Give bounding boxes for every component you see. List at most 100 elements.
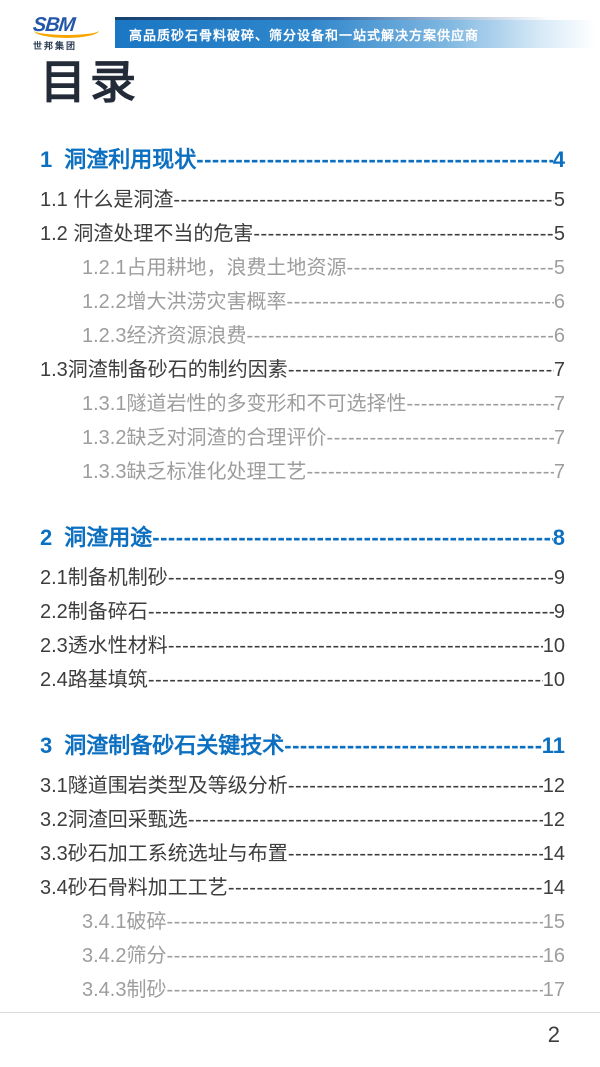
toc-item-page-number: 7 [553, 393, 565, 415]
footer-divider [0, 1012, 600, 1013]
toc-item-page-number: 7 [553, 461, 565, 483]
toc-item[interactable]: 1.3.3缺乏标准化处理工艺 --------------------------… [40, 455, 565, 489]
leader-dashes: ----------------------------------------… [147, 669, 543, 691]
table-of-contents: 1 洞渣利用现状 ---------------------------------… [40, 141, 565, 1007]
toc-item-label: 1.3.2缺乏对洞渣的合理评价 [82, 427, 327, 449]
toc-item-label: 3.2洞渣回采甄选 [40, 809, 188, 831]
toc-item-page-number: 5 [553, 257, 565, 279]
toc-item-page-number: 5 [553, 189, 565, 211]
section-number: 2 [40, 525, 53, 550]
toc-item-page-number: 12 [542, 775, 565, 797]
leader-dashes: ----------------------------------------… [253, 223, 554, 245]
toc-item-label: 3.4.2筛分 [82, 945, 167, 967]
toc-item[interactable]: 3.4.3制砂 ---------------------------------… [40, 973, 565, 1007]
leader-dashes: ----------------------------------------… [287, 775, 543, 797]
toc-item[interactable]: 2.4路基填筑 ---------------------------------… [40, 663, 565, 697]
toc-item-page-number: 17 [542, 979, 565, 1001]
toc-item[interactable]: 1.1 什么是洞渣 -------------------------------… [40, 183, 565, 217]
section-number: 3 [40, 733, 53, 758]
leader-dashes: ----------------------------------------… [196, 147, 553, 172]
toc-item-page-number: 6 [553, 325, 565, 347]
section-title: 洞渣利用现状 [64, 147, 197, 172]
leader-dashes: ----------------------------------------… [287, 843, 543, 865]
toc-item[interactable]: 1.2.3经济资源浪费 -----------------------------… [40, 319, 565, 353]
toc-item-page-number: 7 [553, 427, 565, 449]
sbm-logo-mark: SBM [31, 14, 109, 38]
toc-item[interactable]: 1.3洞渣制备砂石的制约因素 --------------------------… [40, 353, 565, 387]
logo-swoosh-icon [34, 23, 99, 38]
toc-section-heading-3[interactable]: 3 洞渣制备砂石关键技术 -----------------------------… [40, 727, 565, 765]
page-title: 目录 [40, 56, 140, 108]
content-area: 目录 1 洞渣利用现状 ------------------------------… [40, 53, 565, 1007]
toc-item[interactable]: 2.2制备碎石 ---------------------------------… [40, 595, 565, 629]
toc-item-label: 1.3.3缺乏标准化处理工艺 [82, 461, 307, 483]
sbm-logo: SBM 世邦集团 [31, 14, 109, 52]
toc-item-label: 3.4.3制砂 [82, 979, 167, 1001]
sbm-logo-text: SBM [31, 14, 76, 36]
toc-item-label: 2.3透水性材料 [40, 635, 168, 657]
toc-item[interactable]: 1.2.1占用耕地，浪费土地资源 ------------------------… [40, 251, 565, 285]
toc-item-label: 3.1隧道围岩类型及等级分析 [40, 775, 288, 797]
leader-dashes: ----------------------------------------… [227, 877, 543, 899]
toc-item[interactable]: 1.3.1隧道岩性的多变形和不可选择性---------------------… [40, 387, 565, 421]
toc-item[interactable]: 3.2洞渣回采甄选 -------------------------------… [40, 803, 565, 837]
toc-item-label: 2.4路基填筑 [40, 669, 148, 691]
leader-dashes: ----------------------------------------… [406, 393, 553, 415]
leader-dashes: ----------------------------------------… [167, 567, 554, 589]
section-title: 洞渣制备砂石关键技术 [64, 733, 285, 758]
sbm-logo-subtext: 世邦集团 [33, 41, 78, 51]
leader-dashes: ----------------------------------------… [166, 911, 542, 933]
toc-item-label: 1.2 洞渣处理不当的危害 [40, 223, 254, 245]
page-header: SBM 世邦集团 高品质砂石骨料破碎、筛分设备和一站式解决方案供应商 [0, 13, 600, 53]
toc-item[interactable]: 1.2 洞渣处理不当的危害 ---------------------------… [40, 217, 565, 251]
leader-dashes: ----------------------------------------… [246, 325, 554, 347]
leader-dashes: ----------------------------------------… [166, 979, 542, 1001]
toc-item[interactable]: 3.4.2筛分 ---------------------------------… [40, 939, 565, 973]
toc-section-heading-2[interactable]: 2 洞渣用途 -----------------------------------… [40, 519, 565, 557]
leader-dashes: ----------------------------------------… [167, 635, 543, 657]
section-page-number: 4 [552, 147, 565, 172]
leader-dashes: ----------------------------------------… [187, 809, 543, 831]
header-banner: 高品质砂石骨料破碎、筛分设备和一站式解决方案供应商 [115, 17, 600, 48]
toc-item[interactable]: 3.3砂石加工系统选址与布置 --------------------------… [40, 837, 565, 871]
toc-item[interactable]: 3.1隧道围岩类型及等级分析 --------------------------… [40, 769, 565, 803]
toc-item-page-number: 5 [553, 223, 565, 245]
section-title: 洞渣用途 [64, 525, 153, 550]
toc-item-label: 3.4.1破碎 [82, 911, 167, 933]
toc-item[interactable]: 2.1制备机制砂 --------------------------------… [40, 561, 565, 595]
toc-item[interactable]: 3.4砂石骨料加工工艺 -----------------------------… [40, 871, 565, 905]
toc-item-label: 3.3砂石加工系统选址与布置 [40, 843, 288, 865]
section-number: 1 [40, 147, 53, 172]
leader-dashes: ----------------------------------------… [284, 733, 541, 758]
footer-page-number: 2 [547, 1022, 560, 1047]
leader-dashes: ----------------------------------------… [326, 427, 554, 449]
toc-item-page-number: 16 [542, 945, 565, 967]
toc-item-label: 3.4砂石骨料加工工艺 [40, 877, 228, 899]
leader-dashes: ----------------------------------------… [147, 601, 554, 623]
leader-dashes: ----------------------------------------… [287, 359, 554, 381]
toc-item[interactable]: 1.2.2增大洪涝灾害概率 ---------------------------… [40, 285, 565, 319]
toc-item-label: 2.2制备碎石 [40, 601, 148, 623]
toc-item-label: 1.2.2增大洪涝灾害概率 [82, 291, 287, 313]
header-banner-text: 高品质砂石骨料破碎、筛分设备和一站式解决方案供应商 [129, 27, 480, 43]
leader-dashes: ----------------------------------------… [306, 461, 554, 483]
leader-dashes: ----------------------------------------… [286, 291, 553, 313]
leader-dashes: ----------------------------------------… [346, 257, 554, 279]
toc-section-heading-1[interactable]: 1 洞渣利用现状 ---------------------------------… [40, 141, 565, 179]
toc-item-page-number: 9 [553, 567, 565, 589]
toc-item-page-number: 12 [542, 809, 565, 831]
section-page-number: 11 [541, 733, 565, 758]
toc-item-page-number: 15 [542, 911, 565, 933]
leader-dashes: ----------------------------------------… [173, 189, 554, 211]
toc-item[interactable]: 2.3透水性材料 --------------------------------… [40, 629, 565, 663]
toc-item-label: 1.3洞渣制备砂石的制约因素 [40, 359, 288, 381]
toc-item-label: 2.1制备机制砂 [40, 567, 168, 589]
toc-item[interactable]: 3.4.1破碎 ---------------------------------… [40, 905, 565, 939]
leader-dashes: ----------------------------------------… [152, 525, 552, 550]
toc-item-page-number: 6 [553, 291, 565, 313]
toc-item-label: 1.2.1占用耕地，浪费土地资源 [82, 257, 347, 279]
section-page-number: 8 [552, 525, 565, 550]
toc-item[interactable]: 1.3.2缺乏对洞渣的合理评价 -------------------------… [40, 421, 565, 455]
toc-item-page-number: 9 [553, 601, 565, 623]
